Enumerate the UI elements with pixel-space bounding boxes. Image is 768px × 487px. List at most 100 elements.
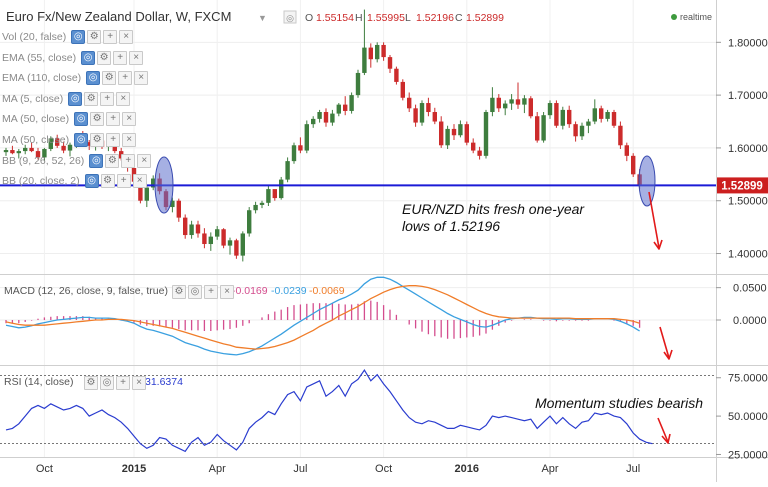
highlight-ellipse-left xyxy=(154,156,174,214)
candle-body xyxy=(605,112,610,119)
eye-icon[interactable]: ◎ xyxy=(71,30,86,44)
candle-body xyxy=(368,47,373,60)
close-icon[interactable]: × xyxy=(132,376,146,390)
settings-gear-icon[interactable]: ⚙ xyxy=(97,50,112,65)
indicator-row: Vol (20, false) ◎ ⚙ + × xyxy=(2,30,134,44)
close-icon[interactable]: × xyxy=(132,174,147,189)
candle-body xyxy=(611,112,617,126)
candle-body xyxy=(355,72,361,96)
plus-icon[interactable]: + xyxy=(113,50,128,65)
rsi-y-tick-label: 25.0000 xyxy=(728,449,768,461)
eye-icon[interactable]: ◎ xyxy=(89,153,104,168)
candle-body xyxy=(144,187,149,201)
candle-body xyxy=(631,155,636,175)
candle-body xyxy=(3,150,9,153)
candle-body xyxy=(234,240,239,256)
o-value: 1.55154 xyxy=(316,12,354,24)
indicator-row: MA (50, close) ◎ ⚙ + × xyxy=(2,112,137,127)
close-icon[interactable]: × xyxy=(134,71,149,86)
close-icon[interactable]: × xyxy=(122,112,137,127)
arrow-rsi xyxy=(657,417,671,444)
realtime-label: realtime xyxy=(680,12,712,22)
plus-icon[interactable]: + xyxy=(103,30,118,44)
arrow-macd xyxy=(659,326,673,360)
candle-body xyxy=(202,233,207,245)
candle-body xyxy=(138,181,143,201)
settings-gear-icon[interactable]: ⚙ xyxy=(172,285,186,299)
candle-body xyxy=(573,124,578,137)
plus-icon[interactable]: + xyxy=(116,174,131,189)
candle-body xyxy=(387,57,393,69)
macd-value-1: -0.0169 xyxy=(232,285,268,297)
candle-body xyxy=(266,189,271,203)
close-icon[interactable]: × xyxy=(122,133,137,147)
close-icon[interactable]: × xyxy=(119,30,134,44)
plus-icon[interactable]: + xyxy=(204,285,218,299)
candle-body xyxy=(317,112,322,119)
settings-gear-icon[interactable]: ⚙ xyxy=(90,112,105,127)
candle-body xyxy=(10,150,15,154)
price-y-tick-label: 1.80000 xyxy=(728,37,768,49)
grid xyxy=(0,0,716,457)
eye-icon[interactable]: ◎ xyxy=(81,50,96,65)
candle-body xyxy=(330,113,335,123)
macd-controls[interactable]: ⚙ ◎ + × xyxy=(172,285,234,299)
settings-gear-icon[interactable]: ⚙ xyxy=(102,71,117,86)
candle-body xyxy=(279,179,284,199)
macd-label: MACD (12, 26, close, 9, false, true) xyxy=(4,285,168,297)
settings-gear-icon[interactable]: ⚙ xyxy=(100,174,115,189)
close-icon[interactable]: × xyxy=(220,285,234,299)
settings-gear-icon[interactable]: ⚙ xyxy=(84,376,98,390)
arrow-main xyxy=(648,191,663,250)
eye-icon[interactable]: ◎ xyxy=(74,112,89,127)
indicator-row: MA (50, close) ◎ ⚙ + × xyxy=(2,133,137,147)
candle-body xyxy=(48,138,53,149)
candle-body xyxy=(61,145,66,151)
candle-body xyxy=(119,151,124,159)
eye-icon[interactable]: ◎ xyxy=(100,376,114,390)
close-icon[interactable]: × xyxy=(129,50,144,65)
macd-histogram xyxy=(5,300,641,339)
candle-body xyxy=(554,103,559,126)
settings-gear-icon[interactable]: ⚙ xyxy=(105,153,120,168)
annotation-main-line2: lows of 1.52196 xyxy=(402,218,500,234)
plus-icon[interactable]: + xyxy=(121,153,136,168)
candle-body xyxy=(259,202,265,205)
candle-body xyxy=(381,44,386,58)
eye-icon[interactable]: ◎ xyxy=(74,133,89,147)
h-label: H xyxy=(355,12,363,24)
header-controls[interactable]: ◎ xyxy=(283,10,297,24)
plus-icon[interactable]: + xyxy=(106,112,121,127)
plus-icon[interactable]: + xyxy=(118,71,133,86)
candle-body xyxy=(176,200,181,218)
price-y-tick-label: 1.70000 xyxy=(728,90,768,102)
x-tick-label: 2015 xyxy=(122,463,146,475)
eye-icon[interactable]: ◎ xyxy=(86,71,101,86)
close-icon[interactable]: × xyxy=(116,91,131,106)
eye-icon[interactable]: ◎ xyxy=(68,91,83,106)
settings-gear-icon[interactable]: ⚙ xyxy=(90,133,105,147)
candle-body xyxy=(183,217,188,236)
candle-body xyxy=(291,145,297,162)
candle-body xyxy=(298,145,303,151)
candle-body xyxy=(509,99,514,104)
settings-gear-icon[interactable]: ⚙ xyxy=(87,30,102,44)
plus-icon[interactable]: + xyxy=(116,376,130,390)
indicator-row: BB (20, close, 2) ◎ ⚙ + × xyxy=(2,174,147,189)
settings-gear-icon[interactable]: ⚙ xyxy=(84,91,99,106)
indicator-label: BB (20, close, 2) xyxy=(2,175,80,188)
candle-body xyxy=(29,147,34,152)
candle-body xyxy=(458,124,463,136)
eye-icon[interactable]: ◎ xyxy=(188,285,202,299)
eye-icon[interactable]: ◎ xyxy=(84,174,99,189)
rsi-controls[interactable]: ⚙ ◎ + × xyxy=(84,376,146,390)
candle-body xyxy=(394,68,399,82)
close-icon[interactable]: × xyxy=(137,153,152,168)
x-tick-label: Oct xyxy=(36,463,53,475)
plus-icon[interactable]: + xyxy=(100,91,115,106)
rsi-value: 31.6374 xyxy=(145,376,183,388)
indicator-label: Vol (20, false) xyxy=(2,31,67,43)
plus-icon[interactable]: + xyxy=(106,133,121,147)
candle-body xyxy=(426,103,431,113)
macd-header: MACD (12, 26, close, 9, false, true) -0.… xyxy=(4,285,345,297)
